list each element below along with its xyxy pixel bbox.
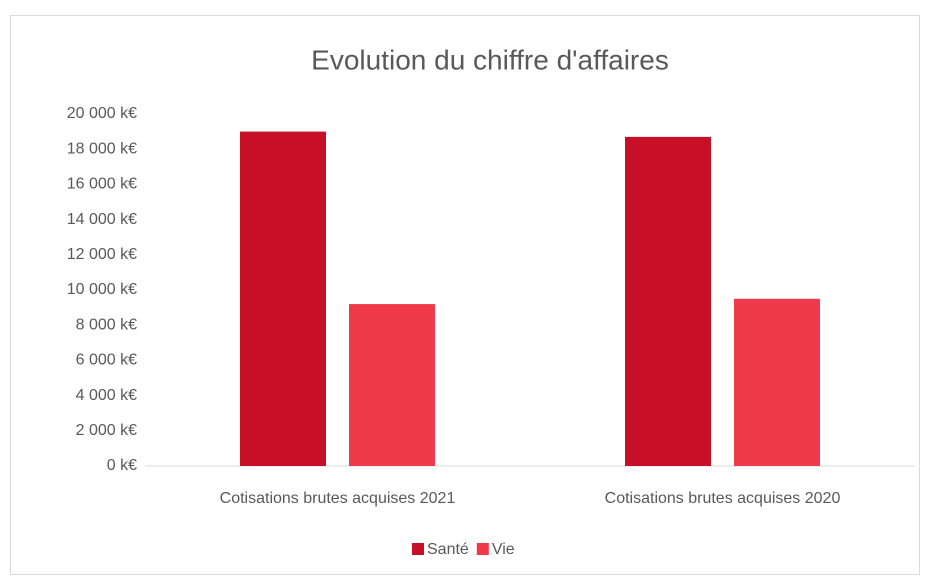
y-tick-label: 18 000 k€ — [67, 140, 137, 157]
bar — [349, 304, 435, 466]
y-tick-label: 0 k€ — [107, 457, 137, 474]
bar — [240, 131, 326, 466]
chart-border — [10, 15, 920, 575]
y-tick-label: 6 000 k€ — [76, 352, 137, 369]
y-tick-label: 14 000 k€ — [67, 211, 137, 228]
legend-label: Vie — [492, 541, 515, 558]
legend-swatch — [412, 543, 424, 555]
y-tick-label: 20 000 k€ — [67, 105, 137, 122]
bar — [734, 298, 820, 466]
y-tick-label: 10 000 k€ — [67, 281, 137, 298]
y-tick-label: 12 000 k€ — [67, 246, 137, 263]
y-tick-label: 8 000 k€ — [76, 316, 137, 333]
legend-swatch — [476, 543, 489, 555]
y-tick-label: 16 000 k€ — [67, 176, 137, 193]
x-tick-label: Cotisations brutes acquises 2021 — [220, 490, 456, 507]
bar — [625, 136, 711, 466]
x-tick-label: Cotisations brutes acquises 2020 — [605, 490, 841, 507]
y-tick-label: 2 000 k€ — [76, 422, 137, 439]
chart-title: Evolution du chiffre d'affaires — [311, 44, 669, 75]
legend-label: Santé — [427, 541, 469, 558]
y-tick-label: 4 000 k€ — [76, 387, 137, 404]
